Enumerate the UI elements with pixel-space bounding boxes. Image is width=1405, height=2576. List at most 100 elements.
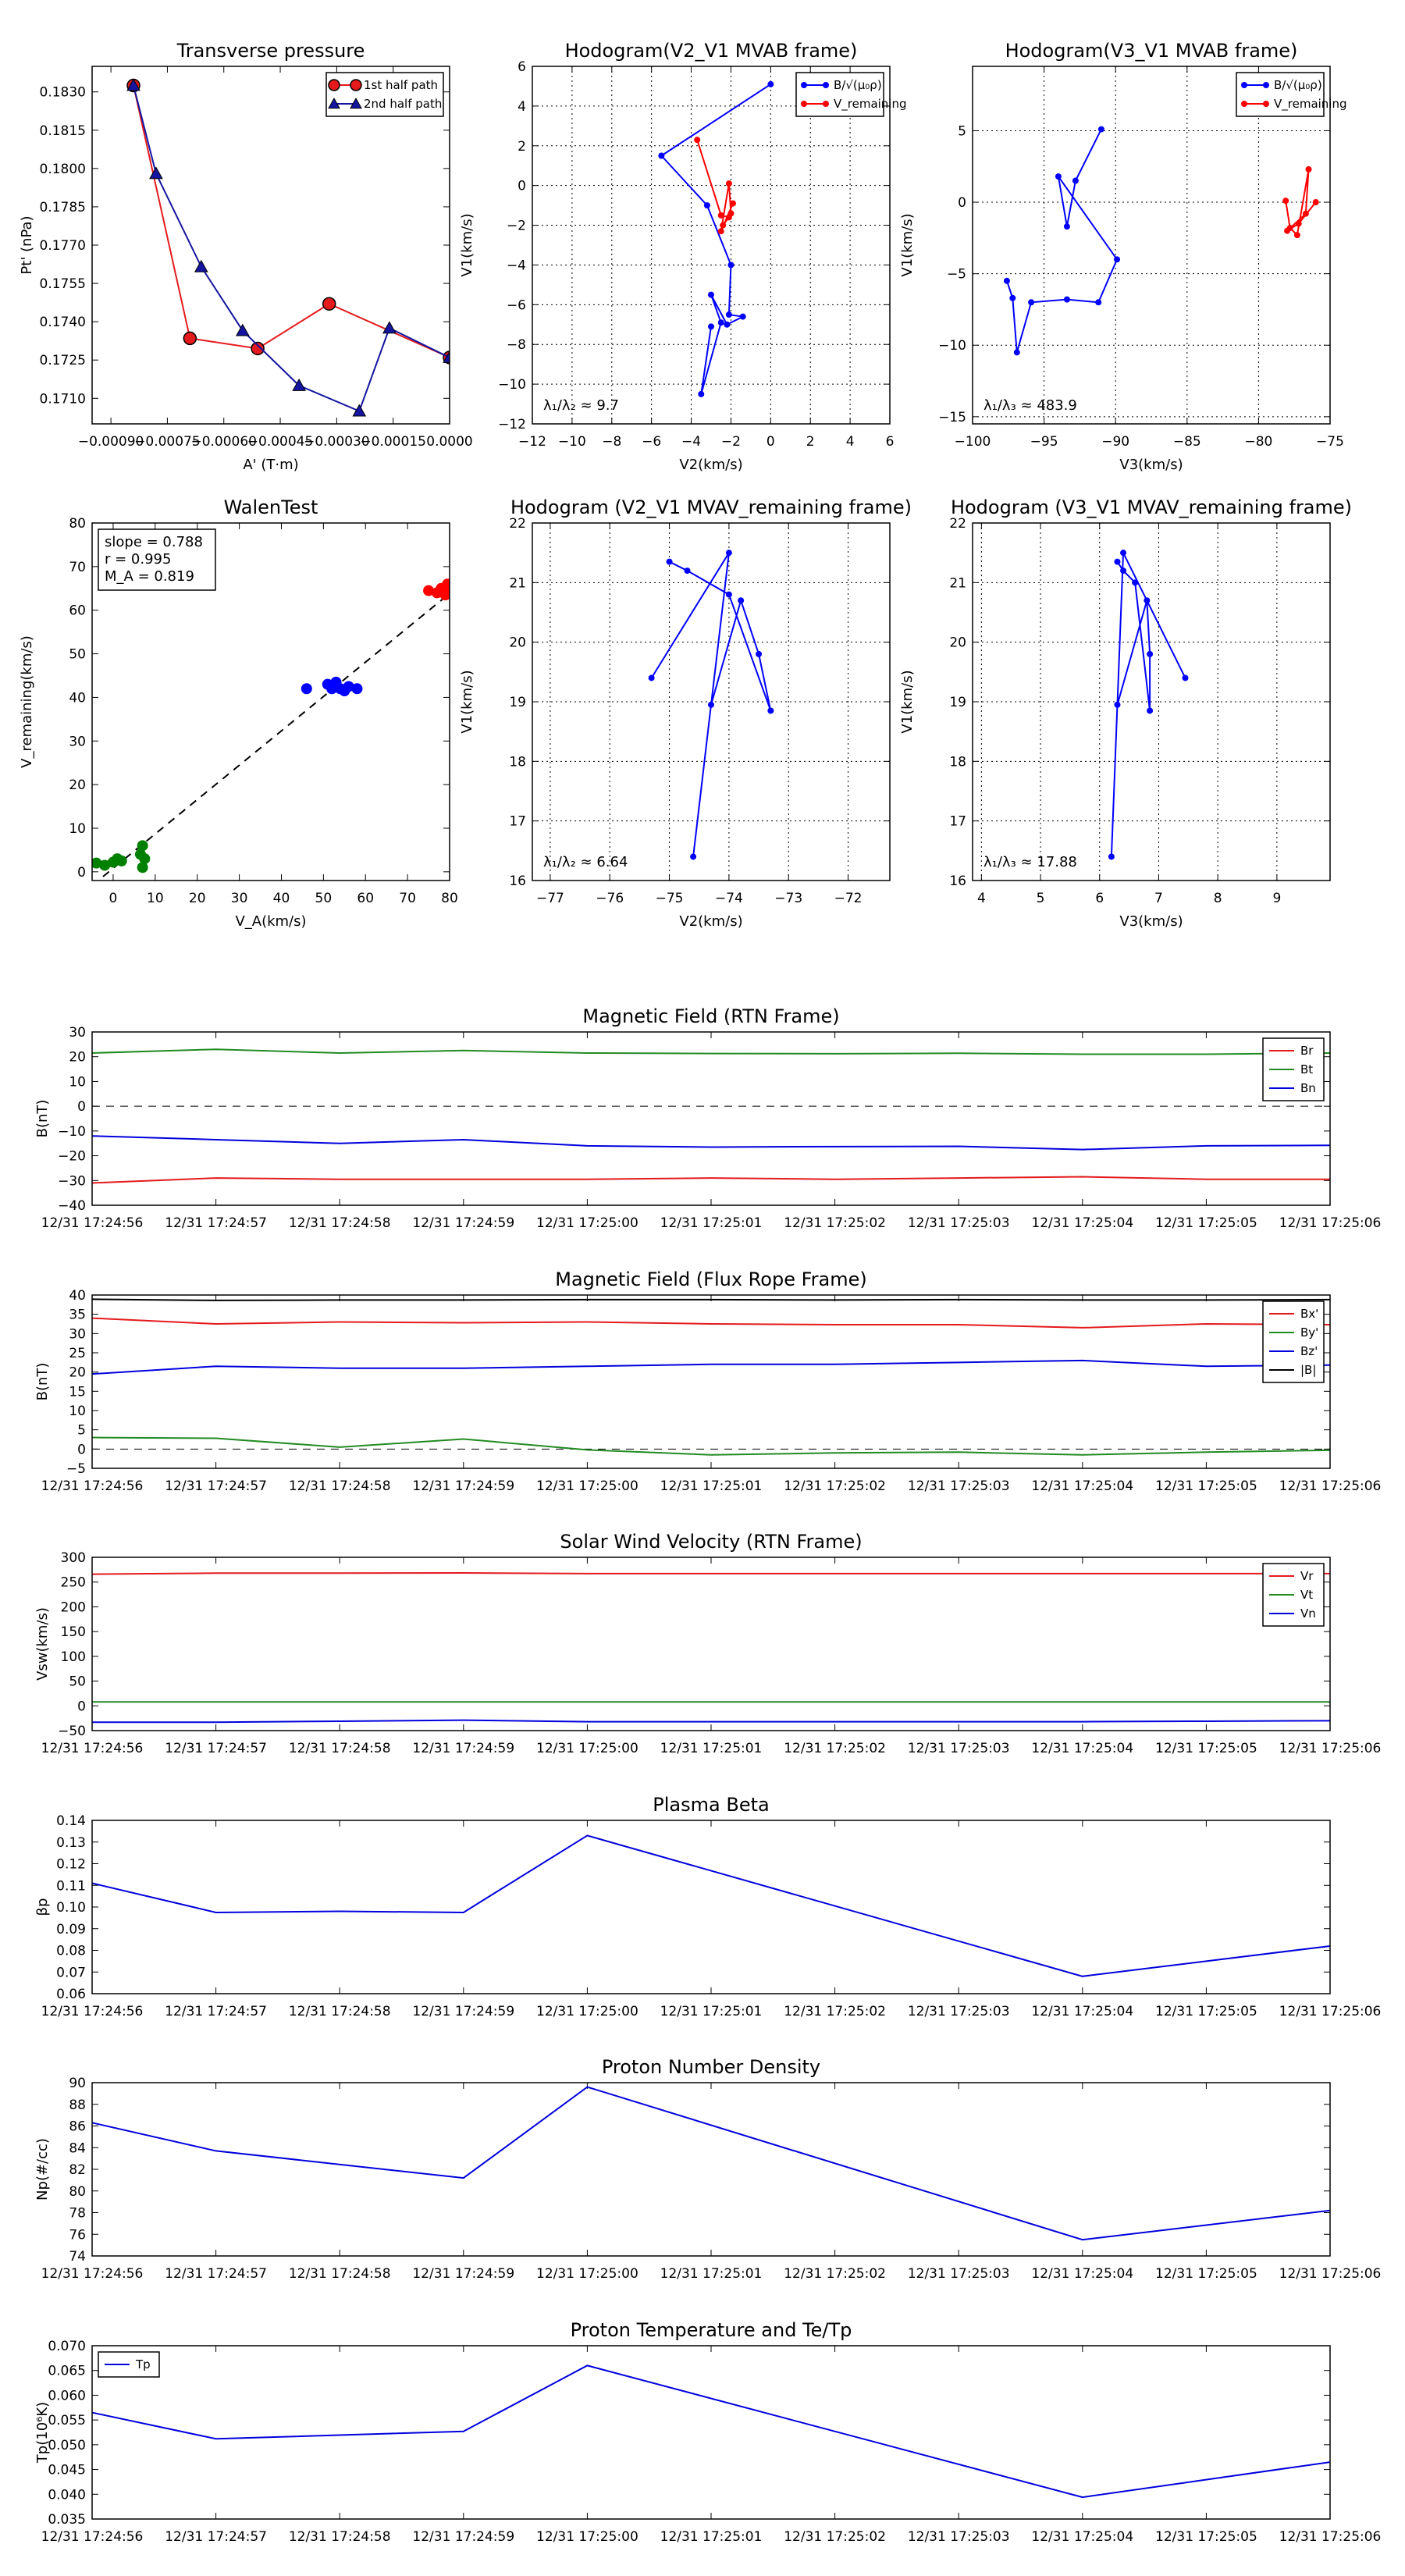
x-tick-label: 12/31 17:25:05	[1155, 1478, 1257, 1494]
x-tick-label: 12/31 17:25:04	[1031, 1741, 1133, 1756]
axes-frame	[972, 522, 1331, 881]
axes-frame	[532, 66, 891, 425]
y-tick-label: 0	[518, 179, 526, 194]
data-point	[194, 259, 208, 272]
data-point	[137, 840, 148, 852]
y-tick-label: −20	[58, 1149, 86, 1165]
chart-hodogram-v2-v1-mvab: −12 −10 −8 −6 −4 −2 0 2 4 6 −12 −10 −8 −6 −4 −2 0 2 4 6 Hodo…	[459, 40, 907, 473]
data-point	[1095, 299, 1102, 306]
y-tick-label: 0.1770	[40, 238, 86, 254]
legend-label: 2nd half path	[364, 97, 442, 111]
data-point	[1003, 277, 1010, 284]
x-tick-label: 12/31 17:25:00	[536, 1478, 638, 1494]
x-tick-label: 12/31 17:25:06	[1279, 2529, 1382, 2545]
axes-frame	[91, 1557, 1331, 1731]
data-point	[1063, 296, 1070, 303]
series--b--line	[92, 1298, 1330, 1301]
y-tick-label: 150	[61, 1624, 86, 1640]
data-point	[1286, 225, 1293, 232]
chart-title: Proton Temperature and Te/Tp	[571, 2319, 852, 2341]
x-tick-label: 12/31 17:25:06	[1279, 1215, 1382, 1231]
legend-label: Bt	[1300, 1062, 1313, 1076]
y-tick-label: 18	[949, 754, 966, 770]
y-tick-label: 20	[509, 635, 526, 651]
legend-label: Bz'	[1300, 1344, 1318, 1358]
x-tick-label: 12/31 17:24:59	[412, 1478, 514, 1494]
x-tick-label: 12/31 17:25:00	[536, 2266, 638, 2282]
series-bn-line	[92, 1135, 1330, 1151]
data-point	[1055, 173, 1062, 180]
plot-area	[92, 2364, 1330, 2499]
chart-plasma-beta: 12/31 17:24:56 12/31 17:24:57 12/31 17:24:…	[34, 1794, 1381, 2019]
axes-frame	[91, 2345, 1331, 2520]
x-tick-label: 60	[357, 891, 374, 906]
axes-frame	[91, 66, 450, 425]
series-beta-line	[92, 1834, 1330, 1977]
x-tick-label: 12/31 17:24:56	[41, 1741, 144, 1756]
plot-area	[92, 2086, 1330, 2241]
series-tp-line	[92, 2364, 1330, 2499]
y-tick-label: 0	[958, 195, 966, 211]
y-tick-label: 19	[509, 695, 526, 710]
y-axis-label: B(nT)	[34, 1363, 51, 1401]
x-tick-label: 12/31 17:24:56	[41, 2266, 144, 2282]
y-axis-label: B(nT)	[34, 1100, 51, 1138]
data-point	[717, 319, 724, 326]
data-point	[301, 683, 312, 695]
data-point	[1182, 674, 1189, 681]
x-tick-label: 12/31 17:25:02	[784, 2529, 886, 2545]
axes-frame	[91, 522, 450, 881]
x-axis-label: V2(km/s)	[679, 913, 742, 930]
y-tick-label: −15	[938, 410, 966, 425]
data-point	[767, 80, 774, 87]
y-tick-label: −12	[498, 417, 526, 432]
chart-proton-temperature: 12/31 17:24:56 12/31 17:24:57 12/31 17:24:…	[34, 2319, 1381, 2545]
x-tick-label: 9	[1272, 891, 1281, 906]
x-tick-label: −10	[558, 434, 586, 450]
x-tick-label: −85	[1173, 434, 1201, 450]
legend-marker	[350, 79, 362, 91]
legend-label: By'	[1300, 1325, 1318, 1340]
x-tick-label: 12/31 17:24:56	[41, 2004, 144, 2019]
stats-box	[98, 528, 216, 591]
x-tick-label: 0.0000	[426, 434, 472, 450]
x-tick-label: 12/31 17:24:57	[165, 1215, 267, 1231]
y-tick-label: 16	[509, 873, 526, 889]
data-point	[116, 855, 127, 866]
y-tick-label: 84	[69, 2140, 86, 2156]
plot-area	[1003, 126, 1319, 356]
plot-area	[92, 1834, 1330, 1977]
series-bz--line	[92, 1359, 1330, 1375]
data-point	[442, 578, 450, 590]
x-tick-label: −100	[955, 434, 991, 450]
legend-label: Vn	[1300, 1606, 1316, 1621]
x-tick-label: 7	[1154, 891, 1163, 906]
series-vn-line	[92, 1719, 1330, 1724]
x-tick-label: −73	[774, 891, 802, 906]
chart-title: Transverse pressure	[176, 40, 365, 62]
x-tick-label: 12/31 17:25:03	[908, 2004, 1010, 2019]
legend-marker	[801, 82, 807, 88]
y-tick-label: 0.055	[48, 2413, 86, 2428]
x-tick-label: 12/31 17:24:57	[165, 2266, 267, 2282]
plot-area	[648, 550, 774, 860]
x-tick-label: −6	[642, 434, 661, 450]
x-tick-label: 12/31 17:25:02	[784, 1741, 886, 1756]
y-axis-label: V1(km/s)	[899, 670, 916, 733]
y-axis-label: V1(km/s)	[459, 670, 475, 733]
y-tick-label: 0.1785	[40, 200, 86, 215]
chart-hodogram-v2-v1-mvav: −77 −76 −75 −74 −73 −72 16 17 18 19 20 21 22Hodogram…	[459, 496, 912, 930]
legend-label: Vt	[1300, 1588, 1313, 1602]
series-2nd-half-path-line	[133, 85, 450, 412]
y-tick-label: 80	[69, 2184, 86, 2200]
x-tick-label: 12/31 17:24:58	[289, 1478, 391, 1494]
y-axis-label: V1(km/s)	[459, 213, 475, 276]
y-tick-label: 21	[949, 575, 966, 591]
chart-transverse-pressure: −0.00090−0.00075−0.00060−0.00045−0.00030…	[19, 40, 473, 473]
x-tick-label: −80	[1244, 434, 1272, 450]
y-tick-label: 0.08	[56, 1944, 86, 1959]
chart-magnetic-field-rtn: 12/31 17:24:56 12/31 17:24:57 12/31 17:24:…	[34, 1005, 1381, 1231]
x-tick-label: −0.00090	[78, 434, 144, 450]
y-tick-label: 21	[509, 575, 526, 591]
y-tick-label: 0.12	[56, 1857, 86, 1873]
